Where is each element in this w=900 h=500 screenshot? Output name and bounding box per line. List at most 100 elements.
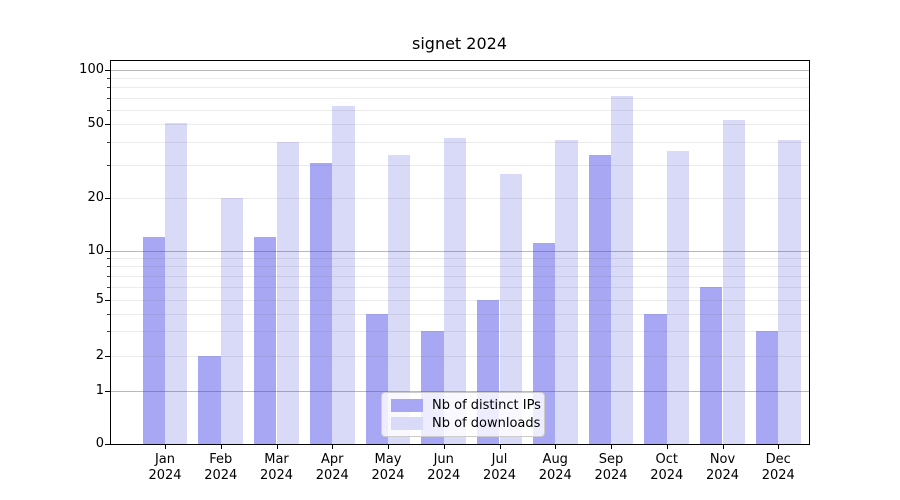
x-axis-tick-nov-2024 — [722, 445, 724, 449]
year-label: 2024 — [315, 468, 349, 483]
y-axis-minor-tick-40 — [107, 142, 110, 144]
bar-nb-of-downloads-jun-2024 — [443, 138, 467, 444]
y-axis-tick-10 — [105, 250, 110, 252]
gridline-major-10 — [110, 250, 809, 252]
y-axis-tick-label-100: 100 — [79, 62, 104, 77]
bar-nb-of-downloads-sep-2024 — [611, 95, 634, 444]
x-axis-tick-apr-2024 — [332, 445, 334, 449]
x-axis-tick-jan-2024 — [165, 445, 166, 449]
x-axis-tick-label-oct-2024: Oct 2024 — [638, 452, 696, 484]
month-label: Jun — [433, 452, 454, 467]
month-label: Nov — [709, 452, 736, 467]
gridline-minor-2 — [110, 356, 809, 357]
legend-item-downloads: Nb of downloads — [382, 416, 544, 431]
y-axis-tick-label-10: 10 — [87, 242, 104, 258]
x-axis-tick-jul-2024 — [499, 445, 501, 449]
bar-nb-of-distinct-ips-mar-2024 — [254, 236, 277, 444]
gridline-minor-30 — [110, 165, 809, 167]
year-label: 2024 — [371, 468, 405, 483]
bar-nb-of-downloads-nov-2024 — [722, 119, 745, 444]
year-label: 2024 — [148, 468, 182, 483]
year-label: 2024 — [259, 468, 294, 483]
x-axis-tick-label-nov-2024: Nov 2024 — [694, 452, 752, 484]
bar-nb-of-downloads-jan-2024 — [165, 122, 188, 444]
month-label: Mar — [264, 452, 289, 467]
chart-title: signet 2024 — [412, 34, 507, 53]
year-label: 2024 — [705, 468, 740, 483]
gridline-minor-20 — [110, 198, 809, 199]
x-axis-tick-may-2024 — [388, 445, 389, 449]
month-label: Apr — [321, 452, 344, 467]
gridline-major-100 — [110, 70, 809, 71]
bar-nb-of-distinct-ips-jan-2024 — [142, 236, 165, 444]
gridline-minor-5 — [110, 300, 809, 301]
bar-nb-of-downloads-dec-2024 — [778, 140, 801, 444]
x-axis-tick-aug-2024 — [555, 445, 557, 449]
y-axis-minor-tick-90 — [107, 78, 110, 80]
y-axis-minor-tick-8 — [107, 266, 110, 268]
legend: Nb of distinct IPs Nb of downloads — [381, 392, 545, 437]
y-axis-minor-tick-6 — [107, 286, 110, 288]
month-label: May — [374, 452, 402, 467]
plot-border-top — [110, 60, 810, 61]
bar-nb-of-downloads-mar-2024 — [276, 142, 299, 444]
y-axis-minor-tick-3 — [107, 331, 110, 333]
x-axis-tick-mar-2024 — [276, 445, 278, 449]
bar-nb-of-distinct-ips-nov-2024 — [700, 286, 723, 444]
y-axis-minor-tick-20 — [107, 198, 110, 199]
x-axis-tick-dec-2024 — [778, 445, 780, 449]
gridline-minor-7 — [110, 275, 809, 277]
y-axis-tick-label-20: 20 — [87, 190, 104, 205]
x-axis-tick-label-mar-2024: Mar 2024 — [248, 452, 306, 484]
x-axis-tick-label-jun-2024: Jun 2024 — [415, 452, 473, 484]
gridline-minor-80 — [110, 87, 809, 89]
year-label: 2024 — [204, 468, 238, 483]
bar-nb-of-distinct-ips-dec-2024 — [755, 331, 779, 444]
gridline-minor-50 — [110, 124, 809, 126]
y-axis-minor-tick-80 — [107, 87, 110, 89]
y-axis-tick-1 — [105, 391, 110, 392]
gridline-minor-60 — [110, 110, 809, 112]
y-axis-minor-tick-2 — [107, 356, 110, 357]
y-axis-tick-label-5: 5 — [95, 292, 104, 307]
y-axis-minor-tick-70 — [107, 97, 110, 99]
y-axis-tick-label-1: 1 — [95, 383, 104, 398]
bar-nb-of-downloads-may-2024 — [388, 155, 411, 444]
year-label: 2024 — [761, 468, 795, 483]
plot-border-left — [110, 60, 111, 445]
gridline-minor-4 — [110, 313, 809, 315]
year-label: 2024 — [650, 468, 684, 483]
plot-border-bottom — [110, 444, 810, 445]
bar-nb-of-downloads-apr-2024 — [332, 106, 355, 444]
bar-nb-of-downloads-jul-2024 — [499, 173, 522, 444]
month-label: Aug — [542, 452, 568, 467]
x-axis-tick-label-jan-2024: Jan 2024 — [136, 452, 194, 484]
bar-nb-of-downloads-aug-2024 — [555, 140, 578, 444]
year-label: 2024 — [538, 468, 572, 483]
y-axis-minor-tick-4 — [107, 313, 110, 315]
y-axis-tick-label-2: 2 — [95, 348, 104, 363]
y-axis-minor-tick-5 — [107, 300, 110, 301]
y-axis-tick-100 — [105, 70, 110, 71]
year-label: 2024 — [594, 468, 628, 483]
gridline-minor-70 — [110, 97, 809, 99]
x-axis-tick-feb-2024 — [220, 445, 222, 449]
month-label: Jan — [154, 452, 176, 467]
legend-label-downloads: Nb of downloads — [432, 415, 541, 431]
gridline-minor-3 — [110, 331, 809, 333]
month-label: Dec — [765, 452, 791, 467]
y-axis-tick-label-0: 0 — [95, 436, 104, 451]
gridline-minor-90 — [110, 78, 809, 80]
bar-nb-of-distinct-ips-feb-2024 — [198, 356, 221, 444]
x-axis-tick-label-may-2024: May 2024 — [359, 452, 417, 484]
y-axis-minor-tick-9 — [107, 258, 110, 260]
x-axis-tick-label-aug-2024: Aug 2024 — [526, 452, 584, 484]
gridline-minor-9 — [110, 258, 809, 260]
year-label: 2024 — [482, 468, 517, 483]
x-axis-tick-label-dec-2024: Dec 2024 — [749, 452, 807, 484]
y-axis-minor-tick-7 — [107, 275, 110, 277]
y-axis-tick-0 — [105, 444, 110, 445]
bar-nb-of-distinct-ips-apr-2024 — [309, 162, 333, 444]
gridline-minor-8 — [110, 266, 809, 268]
